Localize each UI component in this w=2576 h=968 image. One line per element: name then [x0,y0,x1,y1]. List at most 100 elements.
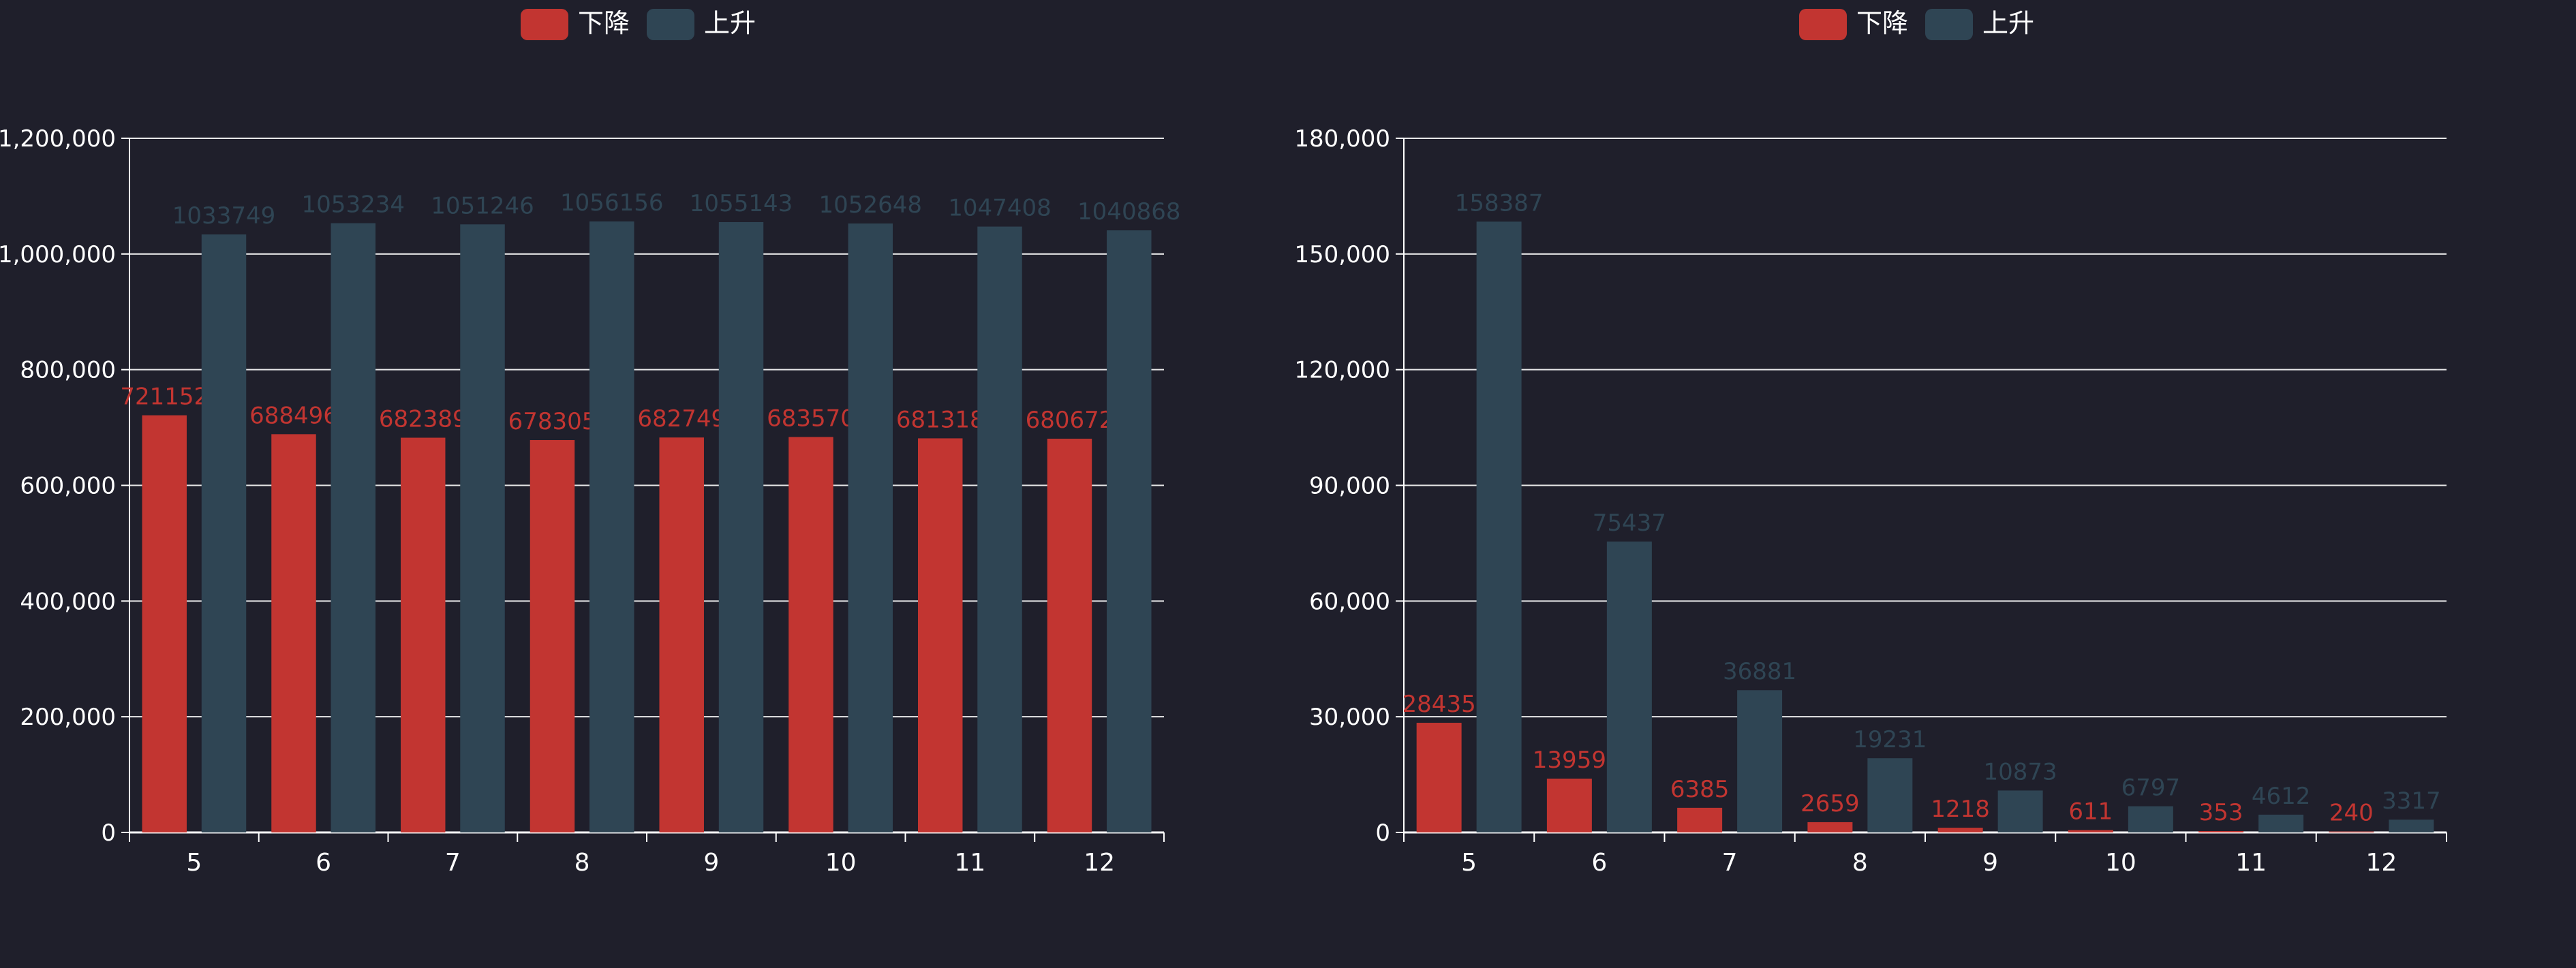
bar-rise[interactable] [848,223,893,832]
bar-rise[interactable] [1867,758,1913,832]
legend-swatch [1925,9,1973,40]
y-tick-label: 0 [1375,819,1390,847]
x-tick-label: 6 [1591,849,1607,877]
bar-rise[interactable] [1737,690,1783,832]
y-tick-label: 600,000 [20,473,116,500]
bar-data-label: 1051246 [431,192,534,219]
bar-data-label: 682389 [379,406,467,433]
bar-data-label: 1047408 [948,195,1051,222]
y-tick-label: 120,000 [1294,357,1390,384]
bar-data-label: 1056156 [560,189,663,217]
y-tick-label: 1,000,000 [0,241,116,268]
bar-rise[interactable] [1997,790,2043,832]
y-tick-label: 150,000 [1294,241,1390,268]
bar-rise[interactable] [201,234,247,832]
x-tick-label: 11 [954,849,985,877]
x-tick-label: 12 [2365,849,2397,877]
x-tick-label: 7 [445,849,461,877]
legend-label: 上升 [1982,8,2034,38]
x-tick-label: 8 [574,849,590,877]
y-tick-label: 400,000 [20,588,116,615]
bar-decline[interactable] [142,415,187,832]
bar-decline[interactable] [1546,778,1592,832]
bar-data-label: 353 [2199,799,2243,826]
bar-decline[interactable] [1807,822,1853,832]
chart-right: 0 30,000 60,000 90,000 120,000 150,000 180,000… [1294,8,2447,877]
bar-data-label: 28435 [1402,691,1476,718]
legend-item[interactable]: 下降 [1799,8,1908,40]
legend-item[interactable]: 上升 [647,8,756,40]
bar-data-label: 36881 [1723,658,1796,685]
bar-rise[interactable] [1606,541,1652,832]
bar-decline[interactable] [1677,807,1723,832]
bar-decline[interactable] [788,437,833,832]
bar-decline[interactable] [530,440,575,832]
x-tick-label: 9 [1982,849,1998,877]
bar-decline[interactable] [271,434,316,832]
x-tick-label: 6 [316,849,331,877]
bar-data-label: 6385 [1670,776,1730,803]
y-tick-label: 60,000 [1309,588,1390,615]
legend-swatch [647,9,694,40]
legend-item[interactable]: 上升 [1925,8,2034,40]
x-tick-label: 10 [825,849,857,877]
x-tick-label: 7 [1722,849,1738,877]
bar-data-label: 680672 [1026,407,1114,434]
legend-item[interactable]: 下降 [521,8,630,40]
y-tick-label: 90,000 [1309,473,1390,500]
x-tick-label: 5 [1461,849,1477,877]
bar-data-label: 10873 [1984,758,2057,785]
y-tick-label: 200,000 [20,704,116,731]
bar-decline[interactable] [2068,830,2113,832]
bar-decline[interactable] [1416,723,1462,832]
legend-label: 上升 [704,8,756,38]
bar-data-label: 1053234 [302,191,405,219]
x-tick-label: 5 [186,849,202,877]
legend-label: 下降 [578,8,630,38]
bar-data-label: 682749 [637,405,726,433]
bar-rise[interactable] [718,222,764,833]
bar-data-label: 158387 [1455,189,1544,217]
x-tick-label: 11 [2235,849,2267,877]
bar-rise[interactable] [1476,221,1522,832]
legend-swatch [521,9,568,40]
bar-data-label: 6797 [2121,775,2181,802]
y-tick-label: 1,200,000 [0,125,116,153]
bar-rise[interactable] [331,223,375,832]
x-tick-label: 9 [703,849,719,877]
bar-data-label: 19231 [1853,726,1927,753]
bar-decline[interactable] [1047,438,1092,832]
y-tick-label: 180,000 [1294,125,1390,153]
bar-decline[interactable] [401,437,446,832]
y-tick-label: 800,000 [20,357,116,384]
bar-data-label: 683570 [767,405,855,433]
bar-decline[interactable] [918,438,963,832]
bar-data-label: 13959 [1533,747,1606,774]
x-tick-label: 12 [1084,849,1115,877]
bar-data-label: 678305 [508,408,597,435]
bar-decline[interactable] [2198,831,2244,832]
bar-data-label: 1033749 [172,202,275,230]
bar-rise[interactable] [460,224,505,833]
x-tick-label: 10 [2105,849,2136,877]
bar-data-label: 611 [2068,798,2113,826]
y-tick-label: 30,000 [1309,704,1390,731]
chart-left: 0 200,000 400,000 600,000 800,000 1,000,000 1,… [0,8,1180,877]
bar-rise[interactable] [977,226,1022,832]
bar-data-label: 1055143 [690,190,793,217]
bar-rise[interactable] [1107,230,1152,832]
bar-rise[interactable] [2128,806,2173,832]
bar-decline[interactable] [1937,828,1983,832]
bar-rise[interactable] [2258,814,2304,832]
bar-data-label: 1218 [1931,796,1990,823]
bar-rise[interactable] [2389,819,2434,832]
bar-rise[interactable] [589,221,634,832]
bar-data-label: 2659 [1800,790,1860,817]
bar-data-label: 1040868 [1077,198,1180,225]
bar-data-label: 4612 [2252,783,2311,810]
bar-decline[interactable] [659,437,704,832]
legend-label: 下降 [1856,8,1908,38]
bar-data-label: 75437 [1593,510,1666,537]
